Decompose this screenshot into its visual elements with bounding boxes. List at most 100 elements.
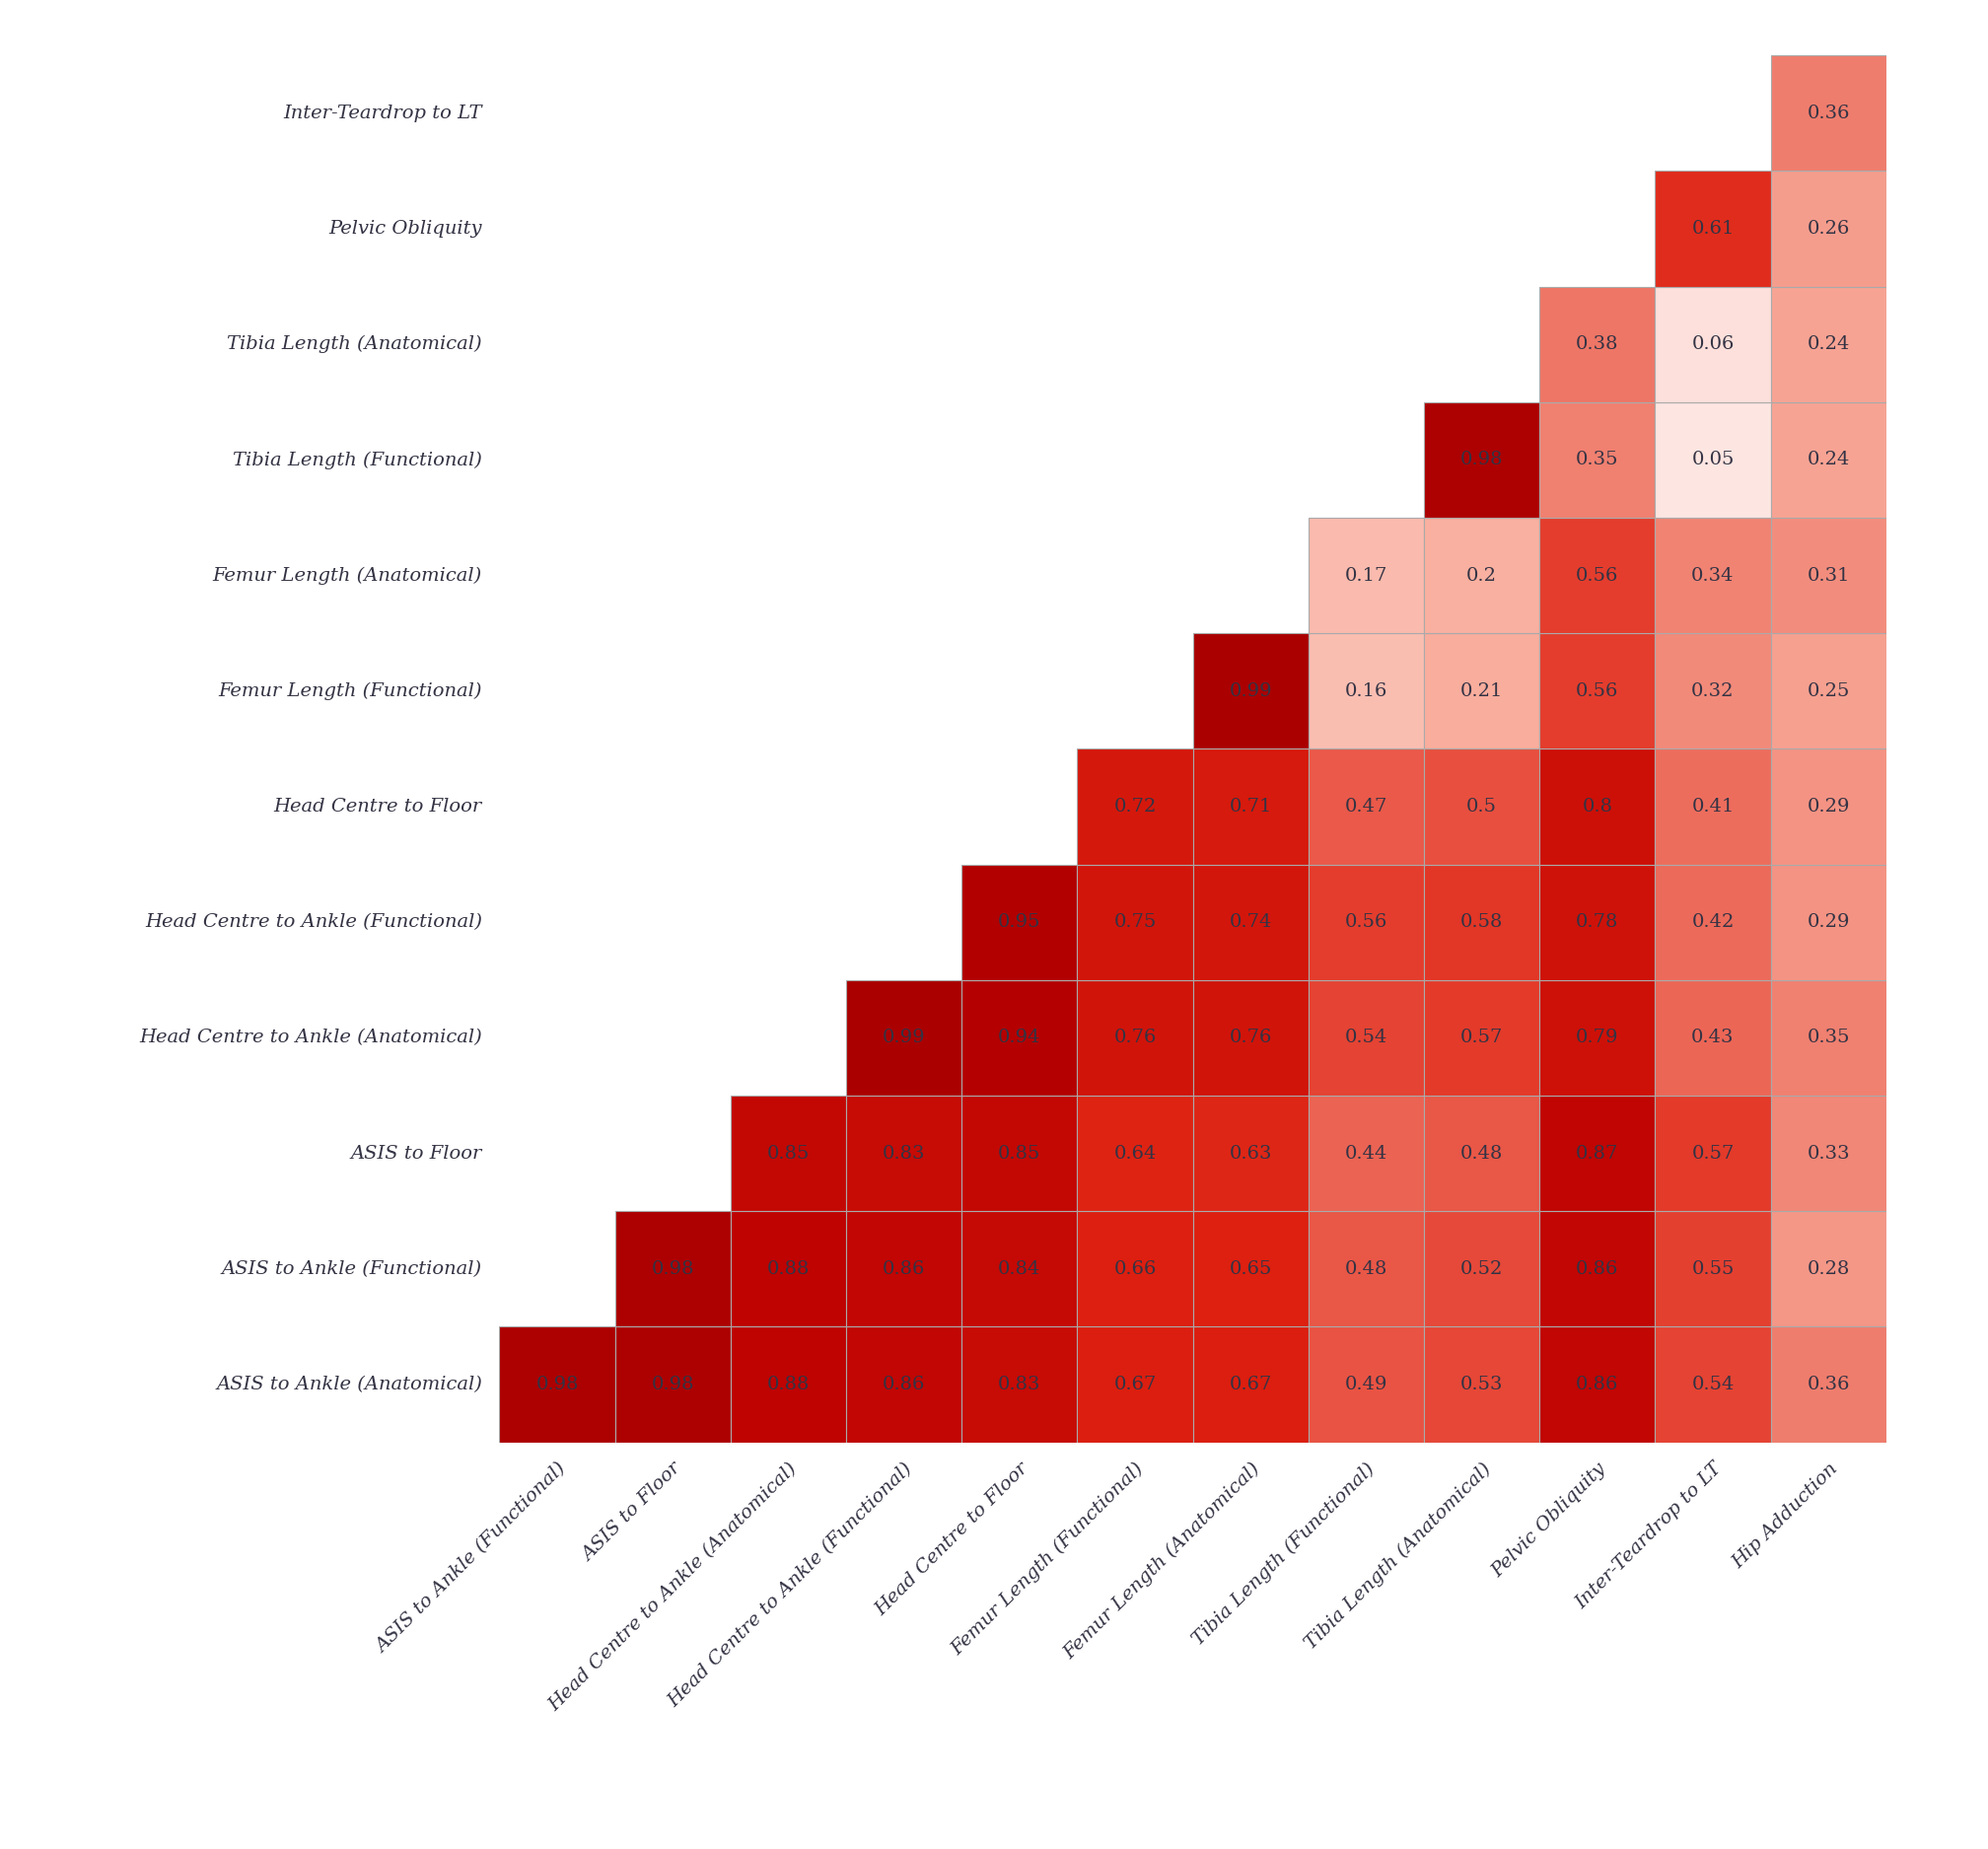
Text: 0.67: 0.67 [1229,1376,1272,1394]
Text: 0.88: 0.88 [767,1259,809,1278]
Text: 0.76: 0.76 [1113,1028,1157,1047]
Bar [1193,980,1308,1095]
Text: Tibia Length (Functional): Tibia Length (Functional) [1189,1459,1380,1649]
Text: 0.54: 0.54 [1344,1028,1388,1047]
Text: 0.56: 0.56 [1576,566,1618,584]
Text: 0.47: 0.47 [1344,797,1388,815]
Text: 0.21: 0.21 [1461,682,1503,701]
Text: 0.63: 0.63 [1229,1145,1272,1163]
Bar [1539,287,1656,401]
Text: 0.98: 0.98 [537,1376,579,1394]
Bar [1771,632,1887,749]
Text: Inter-Teardrop to LT: Inter-Teardrop to LT [1573,1459,1726,1612]
Text: Head Centre to Ankle (Anatomical): Head Centre to Ankle (Anatomical) [547,1459,801,1714]
Text: 0.84: 0.84 [998,1259,1042,1278]
Text: 0.85: 0.85 [767,1145,809,1163]
Text: 0.61: 0.61 [1692,220,1734,239]
Text: 0.98: 0.98 [652,1376,694,1394]
Text: 0.2: 0.2 [1467,566,1497,584]
Bar [1193,1328,1308,1442]
Text: 0.28: 0.28 [1807,1259,1849,1278]
Text: 0.65: 0.65 [1229,1259,1272,1278]
Text: 0.36: 0.36 [1807,104,1849,122]
Text: 0.83: 0.83 [998,1376,1042,1394]
Bar [1656,518,1771,632]
Text: 0.42: 0.42 [1692,913,1734,932]
Bar [962,1211,1077,1328]
Bar [730,1095,847,1211]
Text: 0.33: 0.33 [1807,1145,1851,1163]
Text: Tibia Length (Functional): Tibia Length (Functional) [233,451,483,470]
Text: 0.5: 0.5 [1467,797,1497,815]
Text: 0.56: 0.56 [1344,913,1388,932]
Bar [1193,1211,1308,1328]
Bar [847,1095,962,1211]
Text: 0.99: 0.99 [883,1028,924,1047]
Bar [1771,518,1887,632]
Text: ASIS to Ankle (Functional): ASIS to Ankle (Functional) [221,1259,483,1278]
Text: ASIS to Ankle (Functional): ASIS to Ankle (Functional) [374,1459,571,1657]
Text: 0.99: 0.99 [1229,682,1272,701]
Text: 0.34: 0.34 [1692,566,1734,584]
Text: Femur Length (Anatomical): Femur Length (Anatomical) [1060,1459,1262,1662]
Bar [1771,1095,1887,1211]
Text: 0.35: 0.35 [1576,451,1618,470]
Bar [1193,632,1308,749]
Text: Head Centre to Ankle (Functional): Head Centre to Ankle (Functional) [145,913,483,932]
Bar [730,1211,847,1328]
Bar [1771,1211,1887,1328]
Bar [1308,518,1423,632]
Bar [962,1095,1077,1211]
Text: 0.29: 0.29 [1807,797,1849,815]
Bar [1308,1328,1423,1442]
Text: 0.86: 0.86 [883,1259,924,1278]
Bar [1771,287,1887,401]
Text: 0.48: 0.48 [1344,1259,1388,1278]
Text: 0.79: 0.79 [1576,1028,1618,1047]
Text: Femur Length (Functional): Femur Length (Functional) [219,682,483,701]
Text: 0.88: 0.88 [767,1376,809,1394]
Bar [1423,980,1539,1095]
Text: 0.86: 0.86 [1576,1376,1618,1394]
Bar [1771,55,1887,170]
Bar [1423,401,1539,518]
Bar [1656,401,1771,518]
Text: 0.32: 0.32 [1692,682,1734,701]
Text: 0.94: 0.94 [998,1028,1042,1047]
Text: 0.66: 0.66 [1113,1259,1157,1278]
Bar [1656,980,1771,1095]
Text: Head Centre to Ankle (Anatomical): Head Centre to Ankle (Anatomical) [139,1028,483,1047]
Bar [614,1211,730,1328]
Text: 0.98: 0.98 [1461,451,1503,470]
Text: 0.75: 0.75 [1113,913,1157,932]
Text: 0.86: 0.86 [1576,1259,1618,1278]
Bar [730,1328,847,1442]
Bar [1539,632,1656,749]
Text: 0.24: 0.24 [1807,451,1849,470]
Text: 0.41: 0.41 [1692,797,1734,815]
Bar [1539,1211,1656,1328]
Text: 0.78: 0.78 [1576,913,1618,932]
Text: 0.57: 0.57 [1461,1028,1503,1047]
Text: 0.26: 0.26 [1807,220,1849,239]
Bar [1077,1328,1193,1442]
Text: Pelvic Obliquity: Pelvic Obliquity [1489,1459,1610,1581]
Bar [1539,865,1656,980]
Text: 0.8: 0.8 [1582,797,1612,815]
Bar [1539,401,1656,518]
Text: 0.17: 0.17 [1344,566,1388,584]
Bar [1423,1095,1539,1211]
Bar [1077,865,1193,980]
Bar [1423,518,1539,632]
Bar [499,1328,614,1442]
Bar [1539,980,1656,1095]
Bar [1193,749,1308,865]
Bar [1539,518,1656,632]
Bar [1656,749,1771,865]
Text: Pelvic Obliquity: Pelvic Obliquity [328,220,483,239]
Bar [847,1328,962,1442]
Text: Femur Length (Functional): Femur Length (Functional) [948,1459,1147,1659]
Bar [847,1211,962,1328]
Text: Tibia Length (Anatomical): Tibia Length (Anatomical) [1302,1459,1495,1653]
Text: 0.74: 0.74 [1229,913,1272,932]
